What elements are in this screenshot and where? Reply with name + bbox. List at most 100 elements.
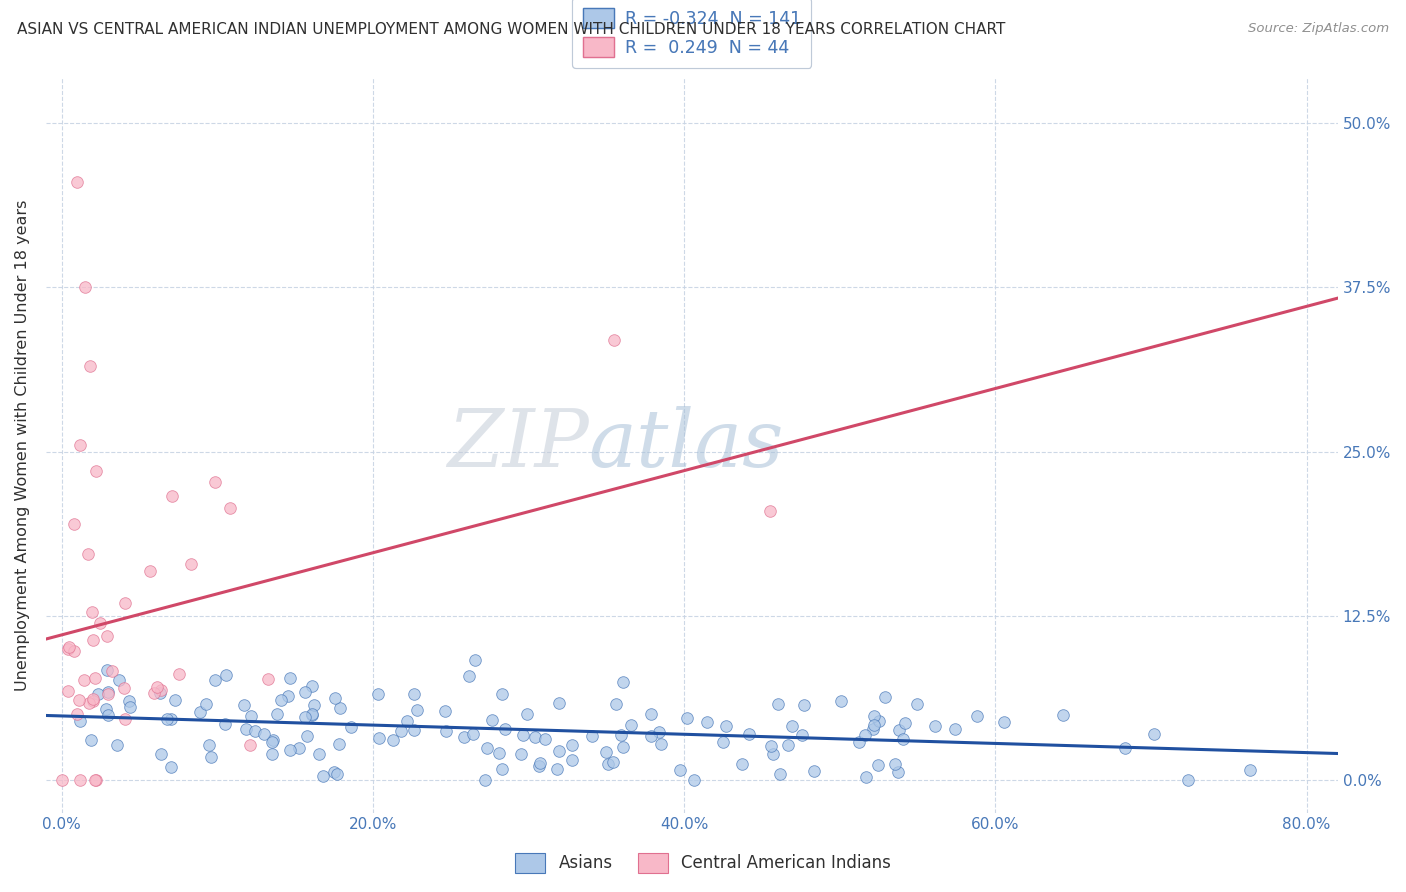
Point: [474, 772, 496, 787]
Point: [156, 712, 179, 726]
Point: [180, 557, 202, 571]
Point: [73, 280, 96, 294]
Point: [491, 762, 513, 776]
Point: [434, 704, 457, 718]
Point: [112, 681, 135, 695]
Point: [830, 694, 852, 708]
Point: [648, 725, 671, 739]
Point: [696, 714, 718, 729]
Point: [510, 747, 533, 761]
Point: [595, 745, 617, 759]
Point: [766, 697, 789, 711]
Point: [277, 690, 299, 704]
Point: [434, 724, 457, 739]
Point: [197, 738, 219, 752]
Point: [69, 772, 91, 787]
Point: [793, 698, 815, 712]
Point: [714, 719, 737, 733]
Point: [1143, 727, 1166, 741]
Point: [163, 693, 186, 707]
Point: [63, 644, 86, 658]
Point: [188, 705, 211, 719]
Point: [488, 747, 510, 761]
Point: [160, 760, 183, 774]
Point: [463, 727, 485, 741]
Point: [737, 726, 759, 740]
Point: [884, 756, 907, 771]
Point: [762, 747, 785, 761]
Point: [82, 632, 104, 647]
Point: [260, 735, 283, 749]
Point: [491, 687, 513, 701]
Point: [101, 664, 124, 678]
Point: [262, 747, 284, 761]
Point: [80, 605, 103, 619]
Point: [533, 731, 555, 746]
Point: [114, 712, 136, 726]
Point: [523, 730, 546, 744]
Point: [561, 753, 583, 767]
Point: [620, 718, 643, 732]
Point: [262, 732, 284, 747]
Point: [640, 707, 662, 722]
Point: [453, 730, 475, 744]
Point: [79, 359, 101, 374]
Point: [1239, 763, 1261, 777]
Point: [889, 723, 911, 738]
Point: [120, 700, 142, 714]
Point: [581, 729, 603, 743]
Point: [368, 731, 391, 745]
Point: [512, 728, 534, 742]
Point: [105, 738, 128, 752]
Point: [294, 709, 316, 723]
Point: [1052, 708, 1074, 723]
Point: [323, 691, 346, 706]
Point: [67, 693, 90, 707]
Y-axis label: Unemployment Among Women with Children Under 18 years: Unemployment Among Women with Children U…: [15, 199, 30, 690]
Point: [240, 709, 263, 723]
Point: [402, 687, 425, 701]
Point: [72, 673, 94, 688]
Point: [389, 723, 412, 738]
Point: [759, 739, 782, 753]
Point: [848, 735, 870, 749]
Point: [139, 564, 162, 578]
Point: [308, 747, 330, 761]
Point: [84, 772, 107, 787]
Point: [266, 706, 288, 721]
Point: [481, 713, 503, 727]
Point: [598, 756, 620, 771]
Point: [863, 717, 886, 731]
Point: [527, 758, 550, 772]
Point: [853, 728, 876, 742]
Point: [464, 653, 486, 667]
Point: [780, 719, 803, 733]
Point: [160, 489, 183, 503]
Point: [367, 687, 389, 701]
Point: [239, 738, 262, 752]
Point: [86, 687, 108, 701]
Point: [312, 769, 335, 783]
Point: [790, 728, 813, 742]
Point: [406, 703, 429, 717]
Point: [66, 176, 89, 190]
Point: [58, 640, 80, 654]
Point: [84, 671, 107, 685]
Point: [669, 763, 692, 777]
Point: [873, 690, 896, 704]
Point: [803, 764, 825, 778]
Point: [301, 679, 323, 693]
Point: [612, 740, 634, 755]
Point: [82, 694, 104, 708]
Point: [769, 767, 792, 781]
Point: [1177, 772, 1199, 787]
Point: [339, 721, 361, 735]
Point: [862, 722, 884, 736]
Point: [233, 698, 256, 712]
Point: [328, 737, 350, 751]
Point: [114, 596, 136, 610]
Point: [966, 709, 988, 723]
Point: [778, 739, 800, 753]
Point: [280, 672, 302, 686]
Point: [546, 762, 568, 776]
